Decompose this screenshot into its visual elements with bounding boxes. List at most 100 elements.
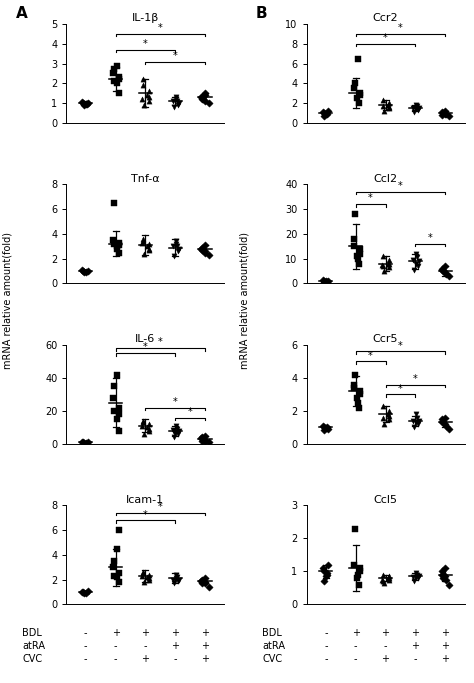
Point — [175, 574, 182, 585]
Text: +: + — [382, 628, 390, 638]
Point — [144, 89, 151, 100]
Point — [354, 569, 361, 580]
Point — [115, 426, 123, 436]
Point — [438, 107, 446, 117]
Point — [200, 94, 207, 104]
Point — [172, 236, 180, 247]
Point — [441, 106, 448, 117]
Point — [201, 434, 209, 445]
Title: Icam-1: Icam-1 — [126, 494, 164, 505]
Point — [116, 237, 123, 248]
Point — [81, 588, 88, 599]
Point — [441, 267, 449, 278]
Point — [441, 261, 448, 272]
Point — [385, 255, 393, 266]
Point — [356, 98, 363, 109]
Point — [440, 108, 447, 119]
Point — [79, 587, 86, 598]
Point — [146, 238, 153, 249]
Point — [384, 409, 392, 420]
Text: -: - — [354, 641, 357, 651]
Text: B: B — [256, 6, 268, 21]
Point — [173, 94, 180, 104]
Point — [356, 258, 363, 269]
Point — [199, 435, 206, 446]
Point — [81, 267, 88, 278]
Point — [351, 523, 358, 534]
Point — [173, 569, 180, 580]
Point — [173, 572, 181, 583]
Point — [410, 576, 418, 587]
Text: *: * — [158, 23, 163, 33]
Text: -: - — [84, 654, 88, 664]
Point — [445, 423, 453, 434]
Point — [114, 543, 121, 554]
Point — [412, 572, 420, 583]
Point — [323, 569, 331, 580]
Point — [201, 573, 209, 584]
Point — [413, 100, 421, 111]
Text: +: + — [441, 641, 449, 651]
Point — [320, 275, 328, 286]
Point — [116, 74, 123, 85]
Point — [414, 419, 422, 430]
Point — [198, 574, 206, 585]
Point — [320, 576, 328, 587]
Point — [441, 108, 449, 119]
Point — [439, 572, 447, 583]
Point — [109, 68, 117, 79]
Point — [438, 264, 446, 275]
Text: -: - — [114, 654, 117, 664]
Point — [174, 429, 182, 440]
Point — [174, 576, 182, 587]
Point — [410, 107, 418, 117]
Text: +: + — [201, 654, 209, 664]
Point — [378, 574, 386, 585]
Point — [82, 98, 90, 109]
Text: BDL: BDL — [22, 628, 42, 638]
Point — [412, 409, 420, 420]
Text: *: * — [143, 510, 148, 520]
Point — [441, 563, 448, 574]
Point — [445, 579, 453, 590]
Point — [110, 570, 118, 581]
Point — [380, 95, 387, 106]
Point — [445, 111, 453, 122]
Title: IL-6: IL-6 — [135, 334, 155, 344]
Point — [440, 417, 447, 428]
Point — [413, 569, 421, 580]
Point — [320, 277, 328, 288]
Point — [116, 568, 123, 579]
Point — [356, 389, 364, 400]
Point — [412, 417, 420, 428]
Point — [415, 415, 422, 426]
Text: -: - — [324, 641, 328, 651]
Point — [138, 237, 146, 248]
Point — [413, 252, 421, 263]
Point — [385, 571, 393, 582]
Text: *: * — [368, 193, 373, 204]
Text: -: - — [173, 654, 177, 664]
Point — [115, 576, 123, 587]
Point — [380, 578, 388, 589]
Point — [198, 576, 205, 587]
Point — [111, 556, 118, 567]
Point — [110, 406, 118, 417]
Point — [324, 559, 332, 570]
Point — [322, 109, 330, 120]
Text: +: + — [171, 628, 179, 638]
Text: *: * — [398, 341, 403, 351]
Point — [354, 93, 361, 104]
Text: -: - — [114, 641, 117, 651]
Point — [322, 571, 330, 582]
Text: -: - — [354, 654, 357, 664]
Point — [442, 268, 449, 279]
Point — [320, 422, 328, 433]
Point — [175, 243, 182, 254]
Point — [84, 437, 92, 448]
Point — [138, 420, 146, 431]
Point — [409, 415, 417, 426]
Point — [385, 262, 393, 273]
Text: +: + — [411, 641, 419, 651]
Point — [171, 102, 178, 113]
